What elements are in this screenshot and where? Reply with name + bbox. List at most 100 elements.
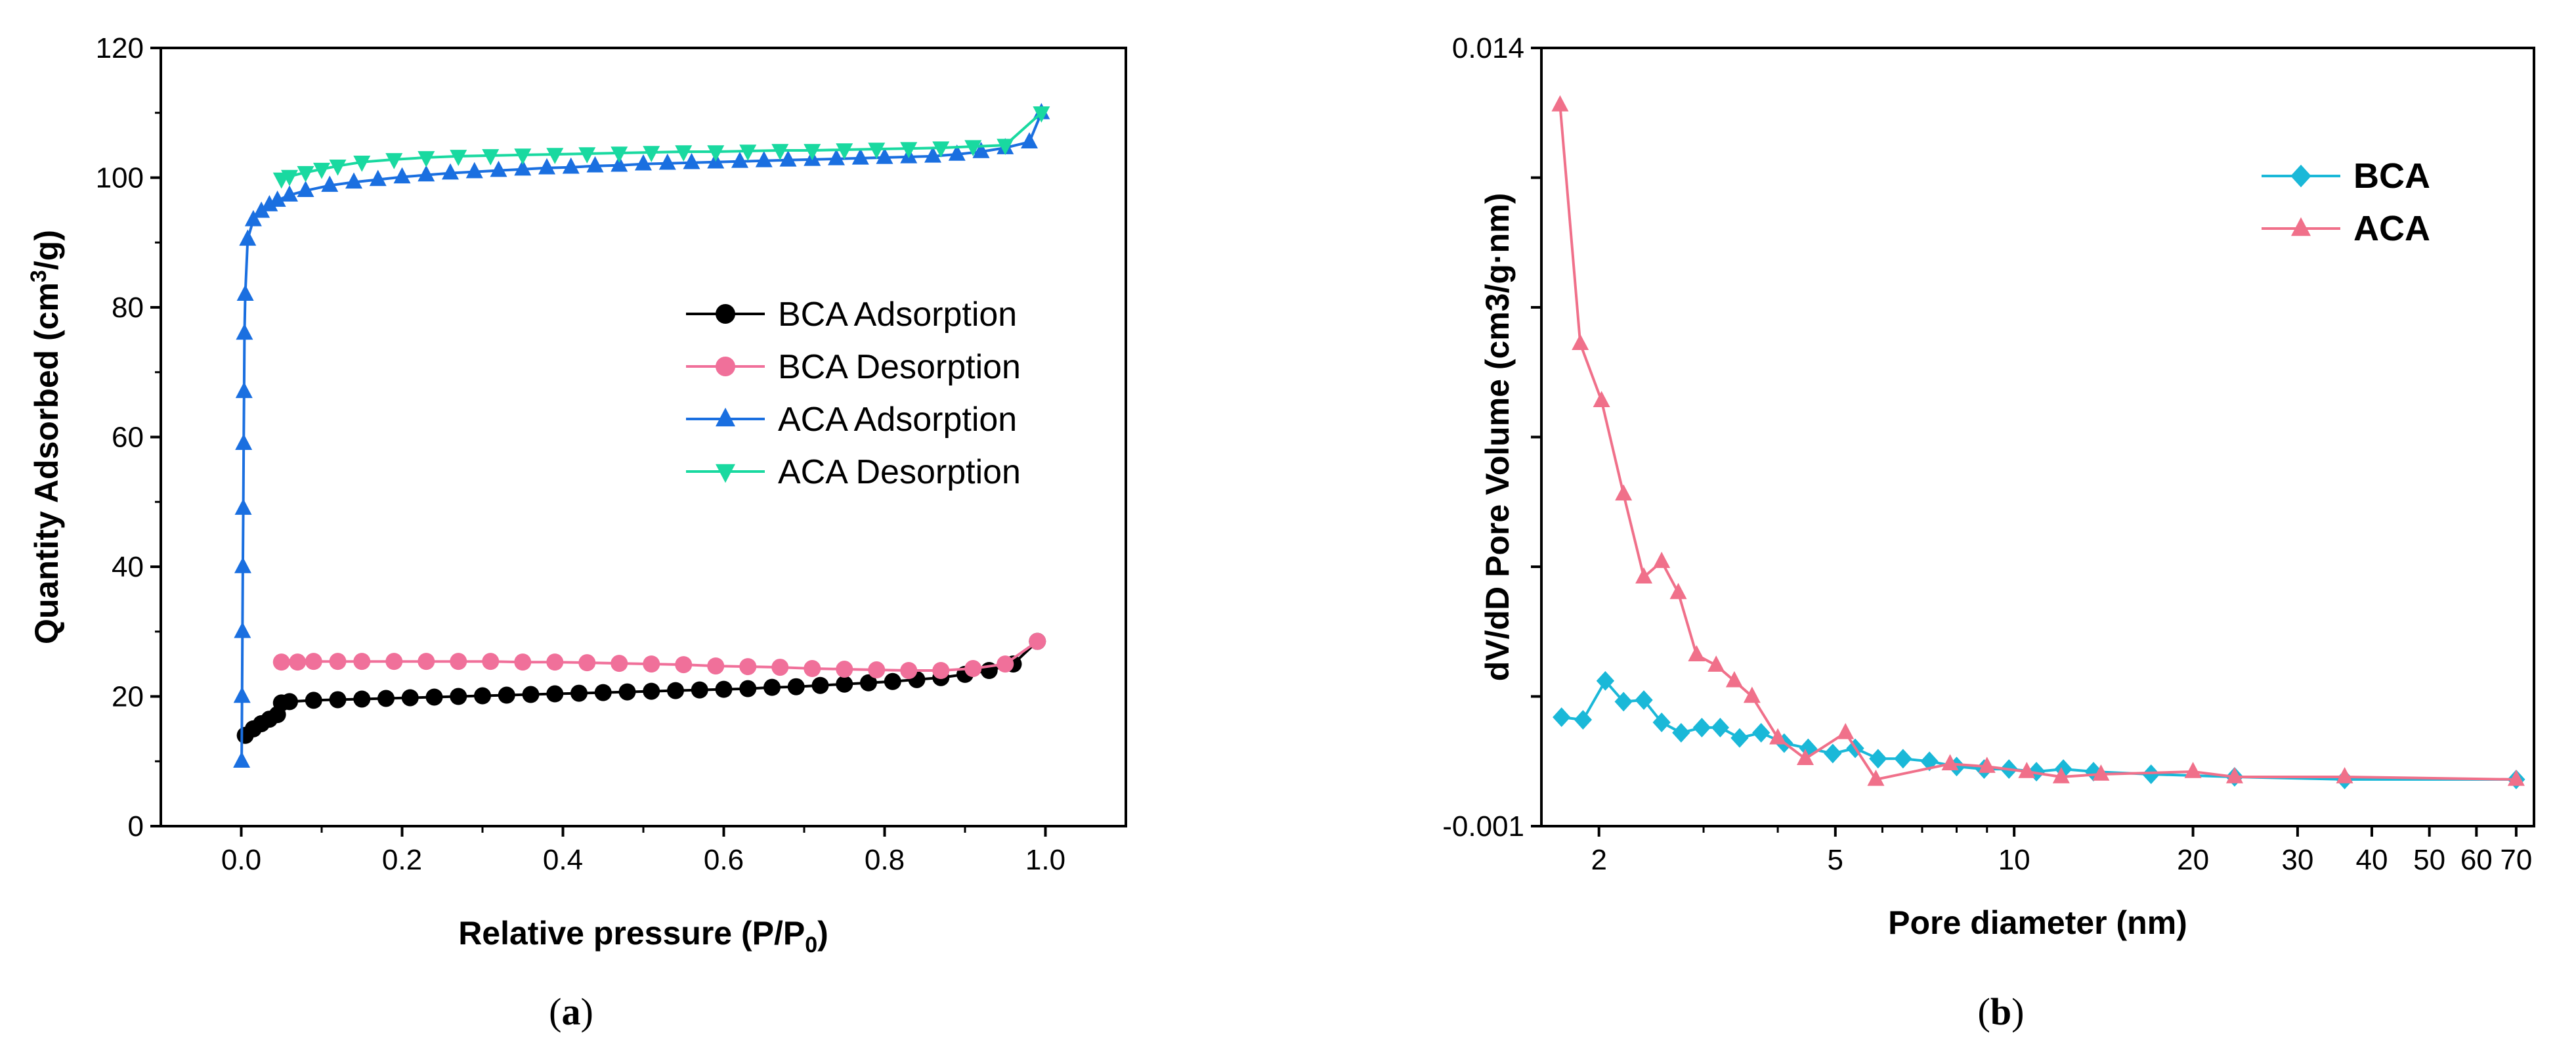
data-point-bca [2054,759,2072,780]
panel-a-series-layer [233,102,1050,768]
x-tick-label: 0.4 [543,844,583,876]
legend-item-aca-adsorption: ACA Adsorption [686,401,1017,439]
panel-a-y-title-main: Quantity Adsorbed (cm [28,282,65,644]
y-tick-label: 80 [112,292,144,324]
data-point-bca [1614,692,1633,712]
panel-a-caption-letter: a [562,990,581,1033]
panel-b-caption-letter: b [1990,990,2011,1033]
data-point-aca-adsorption [683,152,700,169]
data-point-aca-desorption [482,149,500,165]
data-point-bca-desorption [450,653,467,671]
data-point-aca-adsorption [369,169,387,187]
data-point-aca [1593,391,1610,407]
panel-a-x-title-main: Relative pressure (P/P [458,915,805,952]
data-point-aca-adsorption [233,686,251,703]
legend-label: BCA [2353,156,2430,196]
legend-marker [716,407,735,427]
data-point-aca [1653,552,1671,568]
data-point-bca [1574,710,1593,730]
data-point-aca-adsorption [244,209,262,227]
x-tick-label: 0.2 [382,844,422,876]
x-tick-label: 60 [2460,844,2493,876]
data-point-bca-adsorption [450,688,467,705]
data-point-aca [1688,645,1706,662]
data-point-aca [2507,769,2525,786]
data-point-bca-desorption [997,655,1014,673]
data-point-aca-desorption [450,150,467,166]
data-point-bca-adsorption [305,692,322,709]
data-point-aca-adsorption [236,284,254,301]
panel-a-caption: (a) [549,990,593,1033]
data-point-aca [1635,567,1653,584]
y-tick-label: -0.001 [1442,810,1524,843]
panel-a-x-title-subscript: 0 [805,933,817,957]
data-point-aca-adsorption [1021,132,1038,148]
data-point-aca-desorption [514,148,532,165]
x-tick-label: 30 [2281,844,2313,876]
data-point-bca-desorption [418,653,435,671]
series-bca [1553,671,2525,789]
data-point-bca-desorption [305,653,322,671]
data-point-bca-desorption [329,653,347,671]
data-point-bca-desorption [675,656,693,674]
x-tick-label: 5 [1828,844,1843,876]
data-point-aca-adsorption [393,167,411,184]
data-point-aca-adsorption [235,433,253,451]
data-point-bca-desorption [611,655,628,672]
legend-label: BCA Adsorption [778,296,1017,334]
data-point-bca [1730,728,1749,748]
data-point-aca-adsorption [490,160,507,177]
data-point-aca [1978,757,1996,773]
y-tick-label: 120 [96,32,144,64]
data-point-aca-desorption [578,147,596,164]
data-point-aca-adsorption [234,498,252,515]
data-point-bca-desorption [771,659,789,676]
data-point-bca-adsorption [787,678,805,695]
data-point-aca-desorption [707,145,725,162]
data-point-aca [2052,767,2070,783]
data-point-bca-desorption [1029,632,1046,650]
data-point-bca-adsorption [425,688,443,706]
data-point-bca-adsorption [643,682,660,700]
legend-item-bca-desorption: BCA Desorption [686,348,1021,386]
data-point-bca-desorption [289,653,307,671]
data-point-bca-desorption [804,660,821,678]
legend-item-aca-desorption: ACA Desorption [686,453,1021,491]
data-point-bca-desorption [643,655,660,673]
data-point-aca-adsorption [281,185,298,202]
data-point-bca-adsorption [618,683,636,701]
x-tick-label: 0.6 [704,844,744,876]
panel-a-y-title-superscript: 3 [26,270,51,282]
data-point-aca-desorption [353,156,371,172]
y-tick-label: 60 [112,422,144,454]
data-point-aca-desorption [932,141,950,158]
data-point-aca [1769,728,1787,745]
data-point-bca [1553,707,1571,728]
data-point-bca-adsorption [860,674,877,692]
data-point-aca-desorption [739,144,757,161]
data-point-bca [1672,722,1690,743]
data-point-bca-adsorption [498,686,515,704]
data-point-aca [2018,762,2036,778]
data-point-aca-adsorption [253,201,270,218]
chart-panel-b: 0.014 -0.001 2 5 10 20 30 40 50 60 70 Pore diamete… [1442,32,2535,1033]
series-line-bca [1561,679,2516,781]
data-point-aca-desorption [272,172,290,189]
panel-a-plot-frame [160,47,1127,827]
data-point-aca-adsorption [828,148,845,165]
data-point-bca [1869,749,1887,769]
data-point-aca-adsorption [268,190,286,207]
data-point-aca-adsorption [948,144,966,161]
data-point-bca-adsorption [329,691,347,709]
legend-label: ACA Desorption [778,453,1021,491]
data-point-aca [2336,767,2353,783]
data-point-bca-desorption [739,658,757,676]
data-point-bca [1692,717,1711,737]
data-point-aca-adsorption [924,146,941,163]
data-point-bca-desorption [868,661,886,679]
data-point-aca [1707,655,1725,672]
y-tick-label: 20 [112,681,144,713]
data-point-aca-adsorption [234,557,251,573]
data-point-bca [1920,751,1939,772]
